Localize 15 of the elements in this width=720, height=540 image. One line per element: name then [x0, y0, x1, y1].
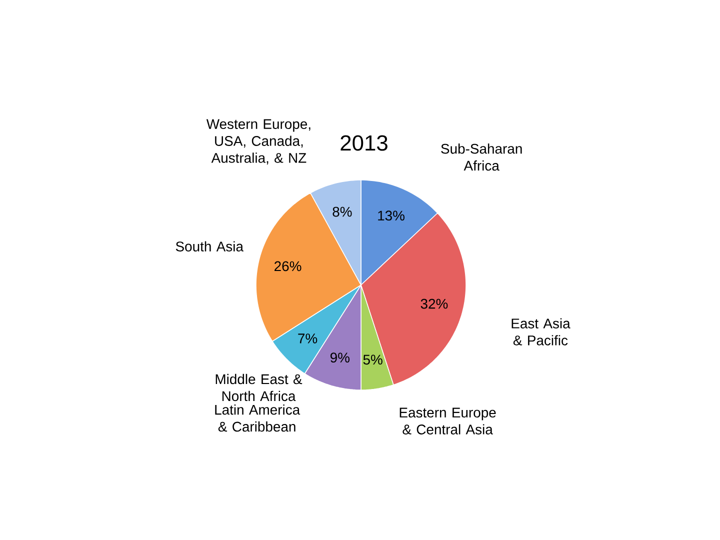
data-label: 26%	[274, 261, 302, 272]
slice-label: Middle East & North Africa	[216, 374, 302, 402]
text: 2013	[340, 135, 388, 151]
data-label: 5%	[363, 354, 382, 365]
slice-label: Western Europe, USA, Canada, Australia, & NZ	[206, 119, 310, 165]
slice-label: East Asia & Pacific	[512, 318, 570, 346]
slice-label: South Asia	[176, 241, 244, 252]
data-label: 9%	[330, 352, 350, 363]
slice-label: Eastern Europe & Central Asia	[400, 408, 496, 434]
data-label: 7%	[298, 334, 318, 344]
slice-label: Sub-Saharan Africa	[441, 143, 522, 171]
slice-label: Latin America & Caribbean	[215, 404, 300, 432]
data-label: 32%	[420, 298, 448, 309]
data-label: 13%	[378, 210, 404, 221]
data-label: 8%	[332, 206, 352, 217]
